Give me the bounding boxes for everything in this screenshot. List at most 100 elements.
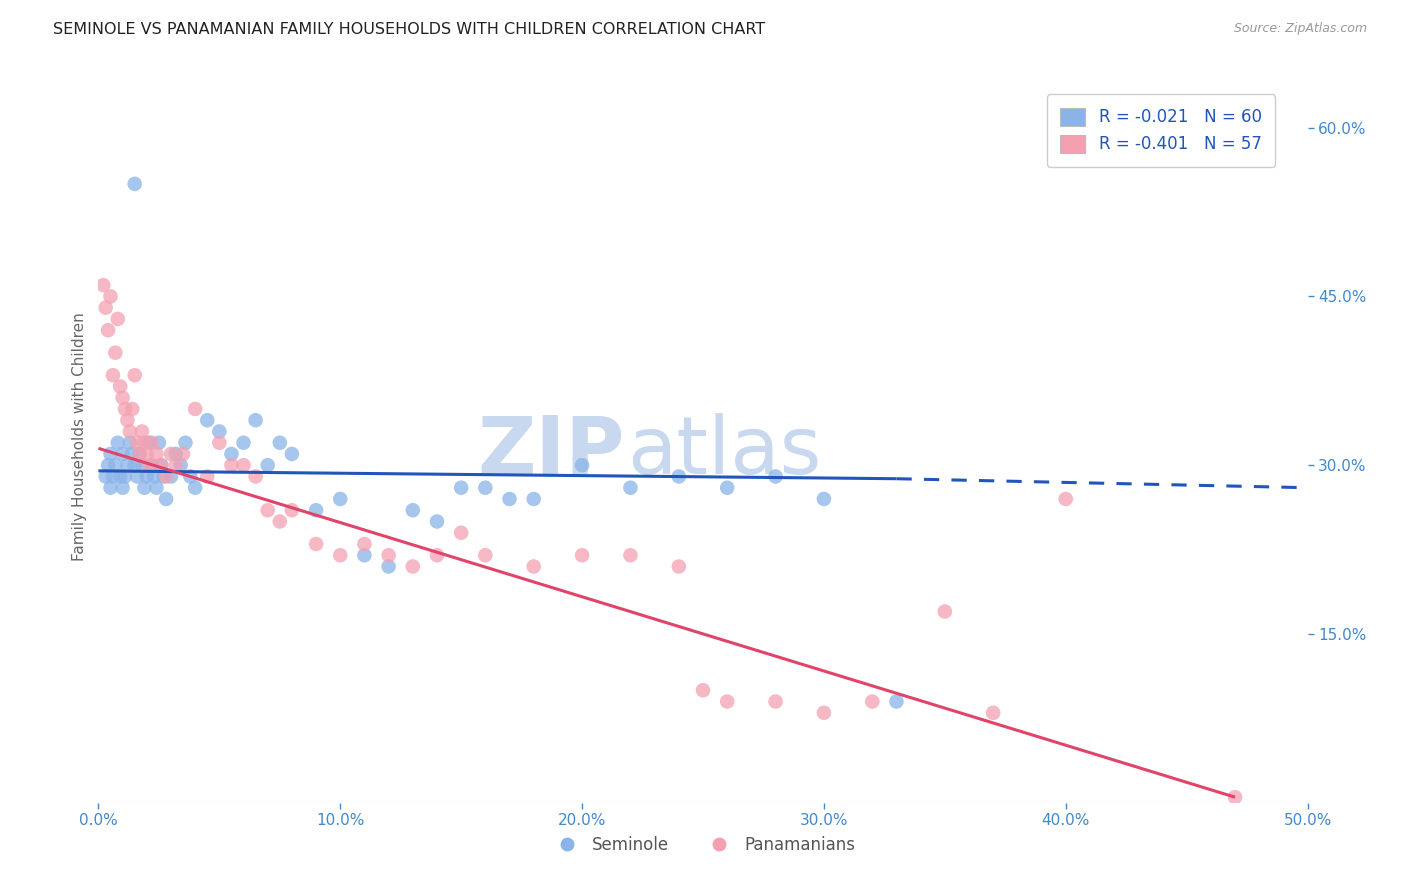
Point xyxy=(934,605,956,619)
Point xyxy=(155,469,177,483)
Point xyxy=(184,481,207,495)
Point xyxy=(134,481,156,495)
Point xyxy=(134,435,156,450)
Point xyxy=(426,548,449,562)
Point xyxy=(269,515,291,529)
Point xyxy=(256,503,278,517)
Point xyxy=(108,469,131,483)
Point xyxy=(100,481,122,495)
Point xyxy=(668,469,690,483)
Point xyxy=(94,301,117,315)
Point xyxy=(141,458,163,473)
Point xyxy=(150,458,173,473)
Point xyxy=(329,548,352,562)
Point xyxy=(131,458,153,473)
Point xyxy=(118,435,141,450)
Point xyxy=(1223,790,1246,805)
Point xyxy=(169,458,191,473)
Point xyxy=(114,469,136,483)
Point xyxy=(165,458,187,473)
Text: atlas: atlas xyxy=(627,413,821,491)
Point xyxy=(107,312,129,326)
Point xyxy=(765,469,787,483)
Point xyxy=(141,435,163,450)
Point xyxy=(329,491,352,506)
Point xyxy=(160,469,183,483)
Text: ZIP: ZIP xyxy=(477,413,624,491)
Point xyxy=(692,683,714,698)
Point xyxy=(111,481,134,495)
Point xyxy=(135,469,157,483)
Point xyxy=(145,481,167,495)
Point xyxy=(172,447,194,461)
Point xyxy=(245,413,267,427)
Point xyxy=(100,447,122,461)
Point xyxy=(269,435,291,450)
Point xyxy=(981,706,1004,720)
Point xyxy=(150,458,173,473)
Text: Source: ZipAtlas.com: Source: ZipAtlas.com xyxy=(1233,22,1367,36)
Point xyxy=(111,391,134,405)
Point xyxy=(450,525,472,540)
Point xyxy=(101,368,124,383)
Point xyxy=(97,323,120,337)
Point xyxy=(148,435,170,450)
Point xyxy=(305,537,328,551)
Point xyxy=(208,425,231,439)
Point xyxy=(245,469,267,483)
Point xyxy=(128,447,150,461)
Point xyxy=(127,435,149,450)
Y-axis label: Family Households with Children: Family Households with Children xyxy=(72,313,87,561)
Point xyxy=(195,469,218,483)
Point xyxy=(377,548,399,562)
Point xyxy=(571,548,593,562)
Point xyxy=(716,694,738,708)
Point xyxy=(886,694,908,708)
Point xyxy=(523,491,546,506)
Point xyxy=(101,469,124,483)
Point xyxy=(111,447,134,461)
Point xyxy=(232,458,254,473)
Point xyxy=(813,706,835,720)
Point xyxy=(94,469,117,483)
Point xyxy=(221,447,243,461)
Point xyxy=(426,515,449,529)
Point xyxy=(117,458,139,473)
Point xyxy=(128,447,150,461)
Point xyxy=(107,435,129,450)
Point xyxy=(402,503,425,517)
Point xyxy=(145,447,167,461)
Point xyxy=(104,345,127,359)
Point xyxy=(127,469,149,483)
Point xyxy=(104,458,127,473)
Point xyxy=(523,559,546,574)
Point xyxy=(195,413,218,427)
Point xyxy=(377,559,399,574)
Point xyxy=(221,458,243,473)
Point xyxy=(1054,491,1077,506)
Point xyxy=(131,425,153,439)
Point xyxy=(619,481,641,495)
Point xyxy=(174,435,197,450)
Point xyxy=(498,491,520,506)
Point xyxy=(91,278,114,293)
Point xyxy=(143,469,166,483)
Point xyxy=(208,435,231,450)
Point xyxy=(765,694,787,708)
Point xyxy=(402,559,425,574)
Point xyxy=(450,481,472,495)
Point xyxy=(135,447,157,461)
Point xyxy=(124,368,146,383)
Point xyxy=(160,447,183,461)
Point xyxy=(232,435,254,450)
Point xyxy=(474,548,496,562)
Point xyxy=(121,401,143,416)
Point xyxy=(155,491,177,506)
Point xyxy=(668,559,690,574)
Point xyxy=(281,503,304,517)
Point xyxy=(619,548,641,562)
Point xyxy=(353,548,375,562)
Point xyxy=(118,425,141,439)
Point xyxy=(121,447,143,461)
Point xyxy=(571,458,593,473)
